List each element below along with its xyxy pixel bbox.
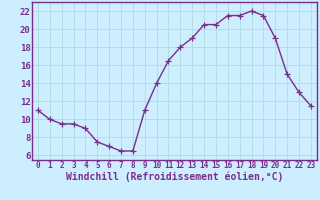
X-axis label: Windchill (Refroidissement éolien,°C): Windchill (Refroidissement éolien,°C) [66,172,283,182]
